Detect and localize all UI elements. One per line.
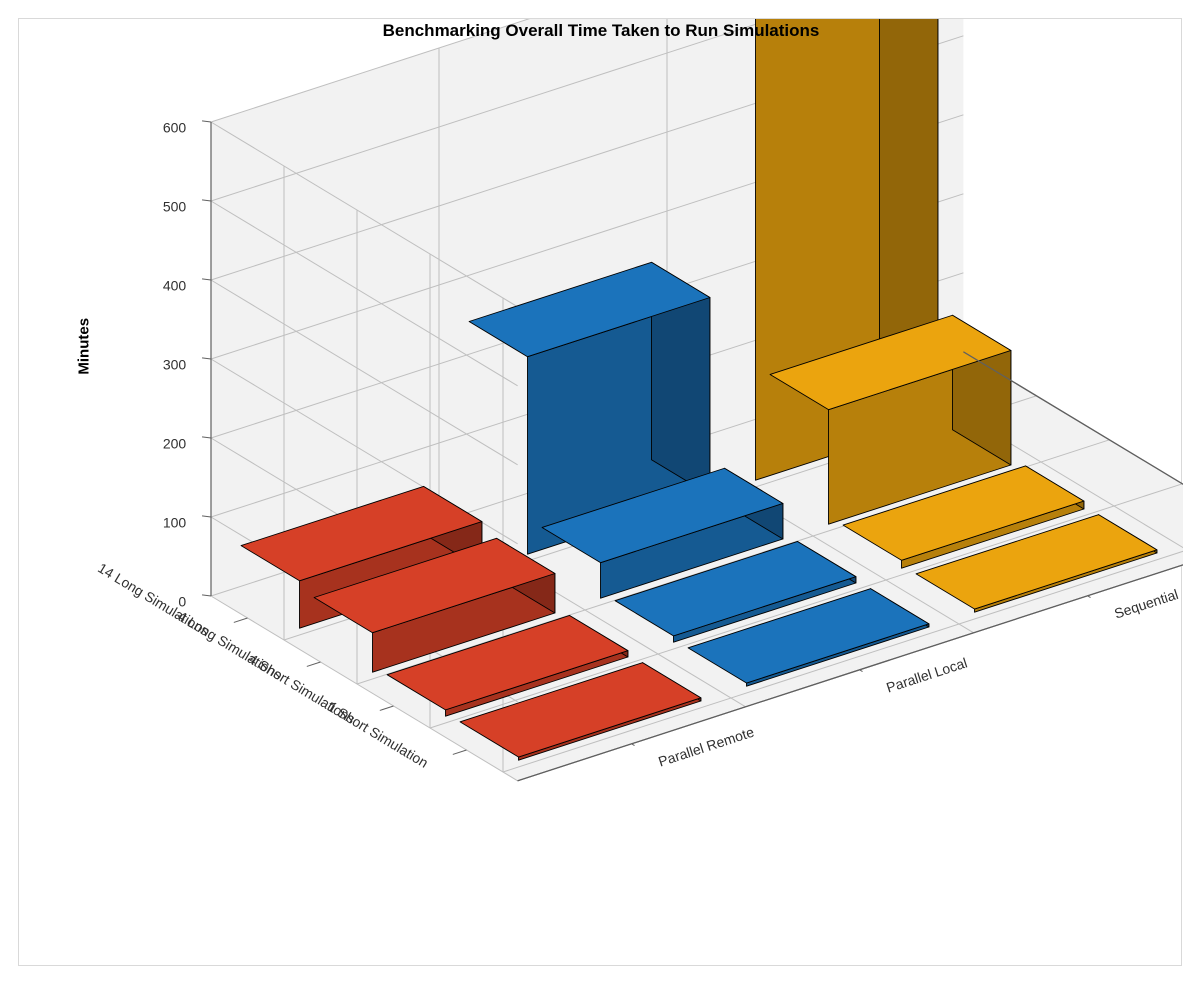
- z-tick-label: 200: [163, 436, 187, 452]
- z-tick: [202, 121, 211, 122]
- z-tick-label: 100: [163, 515, 187, 531]
- z-tick: [202, 200, 211, 201]
- y-tick-label: Parallel Local: [884, 654, 969, 695]
- x-tick: [380, 706, 394, 710]
- z-tick-label: 300: [163, 357, 187, 373]
- x-tick: [234, 618, 248, 622]
- z-axis-label: Minutes: [76, 318, 93, 375]
- chart-frame: Benchmarking Overall Time Taken to Run S…: [18, 18, 1182, 966]
- z-tick-label: 500: [163, 199, 187, 215]
- bar3-chart: 0100200300400500600Minutes14 Long Simula…: [19, 19, 1183, 967]
- z-tick: [202, 437, 211, 438]
- z-tick-label: 400: [163, 278, 187, 294]
- z-tick: [202, 279, 211, 280]
- chart-title: Benchmarking Overall Time Taken to Run S…: [19, 21, 1183, 41]
- z-tick: [202, 516, 211, 517]
- x-tick: [307, 662, 321, 666]
- z-tick: [202, 358, 211, 359]
- y-tick-label: Sequential: [1112, 586, 1180, 622]
- z-tick: [202, 595, 211, 596]
- z-tick-label: 600: [163, 120, 187, 136]
- x-tick: [453, 750, 467, 754]
